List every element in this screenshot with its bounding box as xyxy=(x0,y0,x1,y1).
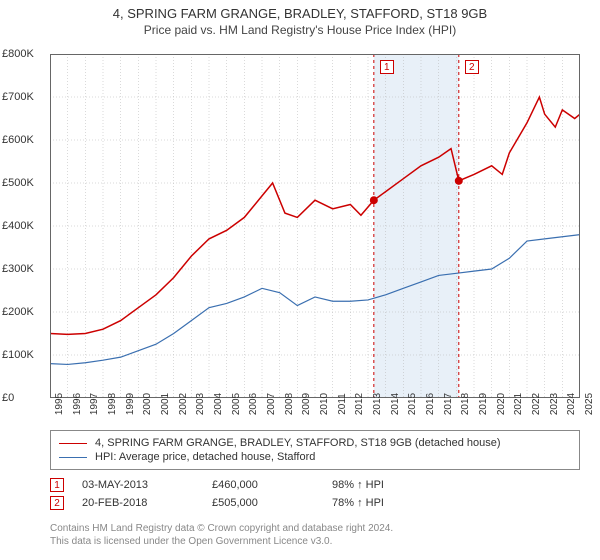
y-tick-label: £800K xyxy=(2,48,34,60)
legend-label: 4, SPRING FARM GRANGE, BRADLEY, STAFFORD… xyxy=(95,437,501,449)
transaction-pct: 78% ↑ HPI xyxy=(332,497,452,509)
x-tick-label: 1995 xyxy=(54,393,65,415)
y-tick-label: £300K xyxy=(2,263,34,275)
legend-swatch xyxy=(59,443,87,444)
plot-border xyxy=(50,54,580,398)
x-tick-label: 2006 xyxy=(248,393,259,415)
x-tick-label: 2017 xyxy=(443,393,454,415)
x-tick-label: 1996 xyxy=(72,393,83,415)
x-tick-label: 2020 xyxy=(496,393,507,415)
transaction-pct: 98% ↑ HPI xyxy=(332,479,452,491)
x-tick-label: 2021 xyxy=(513,393,524,415)
y-tick-label: £500K xyxy=(2,177,34,189)
footer-line: Contains HM Land Registry data © Crown c… xyxy=(50,522,580,535)
chart-title: 4, SPRING FARM GRANGE, BRADLEY, STAFFORD… xyxy=(0,0,600,21)
y-tick-label: £100K xyxy=(2,349,34,361)
x-tick-label: 2001 xyxy=(160,393,171,415)
legend-row: 4, SPRING FARM GRANGE, BRADLEY, STAFFORD… xyxy=(59,437,571,449)
legend-box: 4, SPRING FARM GRANGE, BRADLEY, STAFFORD… xyxy=(50,430,580,470)
x-tick-label: 2023 xyxy=(549,393,560,415)
transactions-table: 1 03-MAY-2013 £460,000 98% ↑ HPI 2 20-FE… xyxy=(50,474,580,514)
transaction-marker: 2 xyxy=(50,496,64,510)
transaction-price: £460,000 xyxy=(212,479,332,491)
x-tick-label: 2015 xyxy=(407,393,418,415)
legend-label: HPI: Average price, detached house, Staf… xyxy=(95,451,315,463)
x-tick-label: 2008 xyxy=(284,393,295,415)
x-tick-label: 2007 xyxy=(266,393,277,415)
transaction-marker: 1 xyxy=(50,478,64,492)
footer-text: Contains HM Land Registry data © Crown c… xyxy=(50,522,580,548)
x-tick-label: 2012 xyxy=(354,393,365,415)
x-tick-label: 2009 xyxy=(301,393,312,415)
x-tick-label: 2002 xyxy=(178,393,189,415)
legend-swatch xyxy=(59,457,87,458)
x-tick-label: 2014 xyxy=(390,393,401,415)
footer-line: This data is licensed under the Open Gov… xyxy=(50,535,580,548)
transaction-date: 20-FEB-2018 xyxy=(82,497,212,509)
chart-marker: 2 xyxy=(465,60,479,74)
y-tick-label: £700K xyxy=(2,91,34,103)
x-tick-label: 2013 xyxy=(372,393,383,415)
x-tick-label: 2022 xyxy=(531,393,542,415)
transaction-price: £505,000 xyxy=(212,497,332,509)
x-tick-label: 2019 xyxy=(478,393,489,415)
x-tick-label: 2011 xyxy=(337,393,348,415)
x-tick-label: 2005 xyxy=(231,393,242,415)
chart-subtitle: Price paid vs. HM Land Registry's House … xyxy=(0,21,600,41)
y-tick-label: £0 xyxy=(2,392,14,404)
plot-area: 12 xyxy=(50,54,580,398)
x-tick-label: 2016 xyxy=(425,393,436,415)
x-tick-label: 1999 xyxy=(125,393,136,415)
x-tick-label: 1997 xyxy=(89,393,100,415)
chart-container: 4, SPRING FARM GRANGE, BRADLEY, STAFFORD… xyxy=(0,0,600,560)
x-tick-label: 2024 xyxy=(566,393,577,415)
transaction-row: 2 20-FEB-2018 £505,000 78% ↑ HPI xyxy=(50,496,580,510)
x-tick-label: 1998 xyxy=(107,393,118,415)
x-tick-label: 2000 xyxy=(142,393,153,415)
x-tick-label: 2004 xyxy=(213,393,224,415)
chart-marker: 1 xyxy=(380,60,394,74)
x-tick-label: 2025 xyxy=(584,393,595,415)
transaction-row: 1 03-MAY-2013 £460,000 98% ↑ HPI xyxy=(50,478,580,492)
x-tick-label: 2010 xyxy=(319,393,330,415)
legend-row: HPI: Average price, detached house, Staf… xyxy=(59,451,571,463)
y-tick-label: £600K xyxy=(2,134,34,146)
transaction-date: 03-MAY-2013 xyxy=(82,479,212,491)
x-tick-label: 2003 xyxy=(195,393,206,415)
y-tick-label: £200K xyxy=(2,306,34,318)
y-tick-label: £400K xyxy=(2,220,34,232)
x-tick-label: 2018 xyxy=(460,393,471,415)
